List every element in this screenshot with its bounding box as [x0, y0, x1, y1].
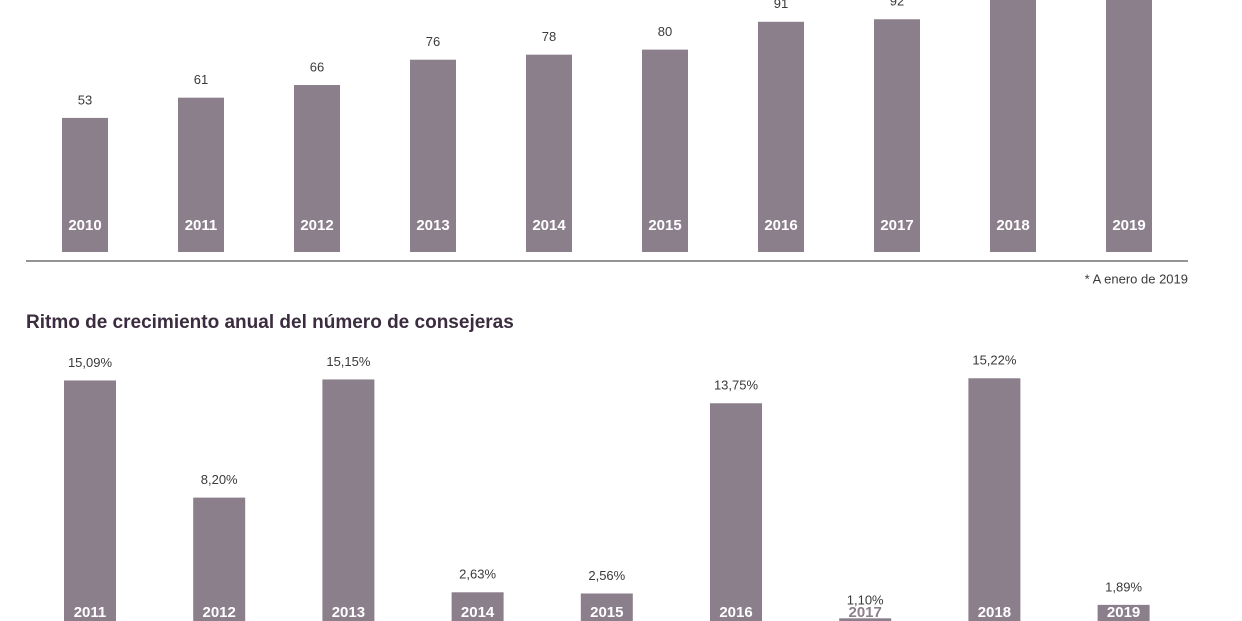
value-label: 66 — [310, 59, 324, 74]
bar — [1097, 604, 1150, 621]
value-label: 78 — [542, 29, 556, 44]
value-label: 1,89% — [1105, 579, 1142, 594]
value-label: 76 — [426, 34, 440, 49]
value-label: 1,10% — [847, 593, 884, 608]
value-label: 80 — [658, 24, 672, 39]
bar — [710, 403, 762, 621]
category-label: 2012 — [203, 604, 236, 621]
value-label: 61 — [194, 72, 208, 87]
value-label: 53 — [78, 92, 92, 107]
chart-title: Ritmo de crecimiento anual del número de… — [26, 312, 514, 333]
value-label: 8,20% — [201, 472, 238, 487]
category-label: 2011 — [74, 604, 107, 621]
category-label: 2019 — [1112, 217, 1145, 234]
category-label: 2015 — [648, 217, 681, 234]
category-label: 2016 — [764, 217, 797, 234]
value-label: 2,56% — [588, 568, 625, 583]
category-label: 2017 — [880, 217, 913, 234]
bar — [294, 85, 340, 253]
category-label: 2019 — [1107, 604, 1140, 621]
value-label: 15,15% — [326, 354, 371, 369]
category-label: 2010 — [68, 217, 101, 234]
bar — [642, 49, 688, 252]
bar — [1106, 0, 1152, 252]
category-label: 2014 — [461, 604, 495, 621]
bar — [758, 21, 804, 252]
category-label: 2018 — [978, 604, 1011, 621]
category-label: 2017 — [849, 604, 882, 621]
bar — [322, 379, 375, 621]
value-label: 92 — [890, 0, 904, 9]
category-label: 2011 — [185, 217, 218, 234]
category-label: 2015 — [590, 604, 623, 621]
category-label: 2013 — [332, 604, 365, 621]
bar — [64, 380, 116, 621]
value-label: 13,75% — [714, 378, 759, 393]
bar — [839, 618, 892, 621]
bar — [968, 378, 1021, 621]
footnote: * A enero de 2019 — [1085, 271, 1188, 286]
bar — [193, 497, 246, 621]
bar — [178, 97, 224, 252]
category-label: 2014 — [532, 217, 566, 234]
bar — [62, 117, 108, 252]
bar — [410, 59, 456, 252]
category-label: 2018 — [996, 217, 1029, 234]
bar — [451, 592, 504, 621]
bar — [874, 19, 920, 252]
bar — [990, 0, 1036, 252]
value-label: 15,09% — [68, 355, 113, 370]
bar — [526, 54, 572, 252]
category-label: 2013 — [416, 217, 449, 234]
value-label: 91 — [774, 0, 788, 11]
bar — [580, 593, 633, 621]
category-label: 2016 — [719, 604, 752, 621]
category-label: 2012 — [300, 217, 333, 234]
value-label: 2,63% — [459, 567, 496, 582]
value-label: 15,22% — [972, 353, 1017, 368]
